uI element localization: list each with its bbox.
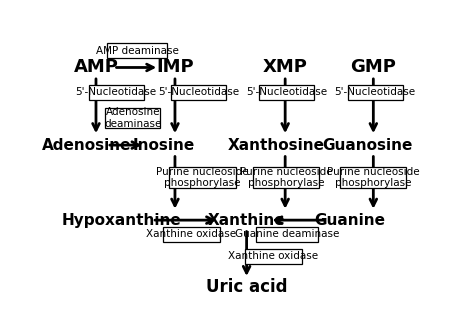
Text: Xanthosine: Xanthosine <box>228 138 325 153</box>
FancyBboxPatch shape <box>347 85 403 99</box>
Text: Inosine: Inosine <box>133 138 195 153</box>
Text: Hypoxanthine: Hypoxanthine <box>62 213 182 227</box>
FancyBboxPatch shape <box>340 167 406 188</box>
FancyBboxPatch shape <box>89 85 144 99</box>
Text: XMP: XMP <box>263 58 308 77</box>
Text: Xanthine oxidase: Xanthine oxidase <box>228 251 319 261</box>
FancyBboxPatch shape <box>259 85 314 99</box>
FancyBboxPatch shape <box>256 227 318 242</box>
Text: Adenosine: Adenosine <box>42 138 132 153</box>
Text: Guanine: Guanine <box>314 213 385 227</box>
Text: Guanosine: Guanosine <box>323 138 413 153</box>
Text: 5'-Nucleotidase: 5'-Nucleotidase <box>246 87 327 97</box>
FancyBboxPatch shape <box>253 167 319 188</box>
Text: 5'-Nucleotidase: 5'-Nucleotidase <box>335 87 416 97</box>
FancyBboxPatch shape <box>169 167 236 188</box>
Text: 5'-Nucleotidase: 5'-Nucleotidase <box>158 87 239 97</box>
FancyBboxPatch shape <box>163 227 220 242</box>
Text: 5'-Nucleotidase: 5'-Nucleotidase <box>76 87 157 97</box>
Text: Guanine deaminase: Guanine deaminase <box>235 229 339 239</box>
FancyBboxPatch shape <box>105 108 160 128</box>
FancyBboxPatch shape <box>107 43 167 58</box>
Text: AMP deaminase: AMP deaminase <box>96 46 179 56</box>
Text: Purine nucleoside
phosphorylase: Purine nucleoside phosphorylase <box>240 167 333 188</box>
Text: AMP: AMP <box>73 58 118 77</box>
Text: Xanthine: Xanthine <box>208 213 285 227</box>
Text: GMP: GMP <box>350 58 396 77</box>
Text: IMP: IMP <box>156 58 194 77</box>
FancyBboxPatch shape <box>171 85 227 99</box>
Text: Purine nucleoside
phosphorylase: Purine nucleoside phosphorylase <box>327 167 419 188</box>
Text: Adenosine
deaminase: Adenosine deaminase <box>104 107 162 129</box>
FancyBboxPatch shape <box>245 249 302 264</box>
Text: Uric acid: Uric acid <box>206 278 287 296</box>
Text: Xanthine oxidase: Xanthine oxidase <box>146 229 237 239</box>
Text: Purine nucleoside
phosphorylase: Purine nucleoside phosphorylase <box>156 167 249 188</box>
